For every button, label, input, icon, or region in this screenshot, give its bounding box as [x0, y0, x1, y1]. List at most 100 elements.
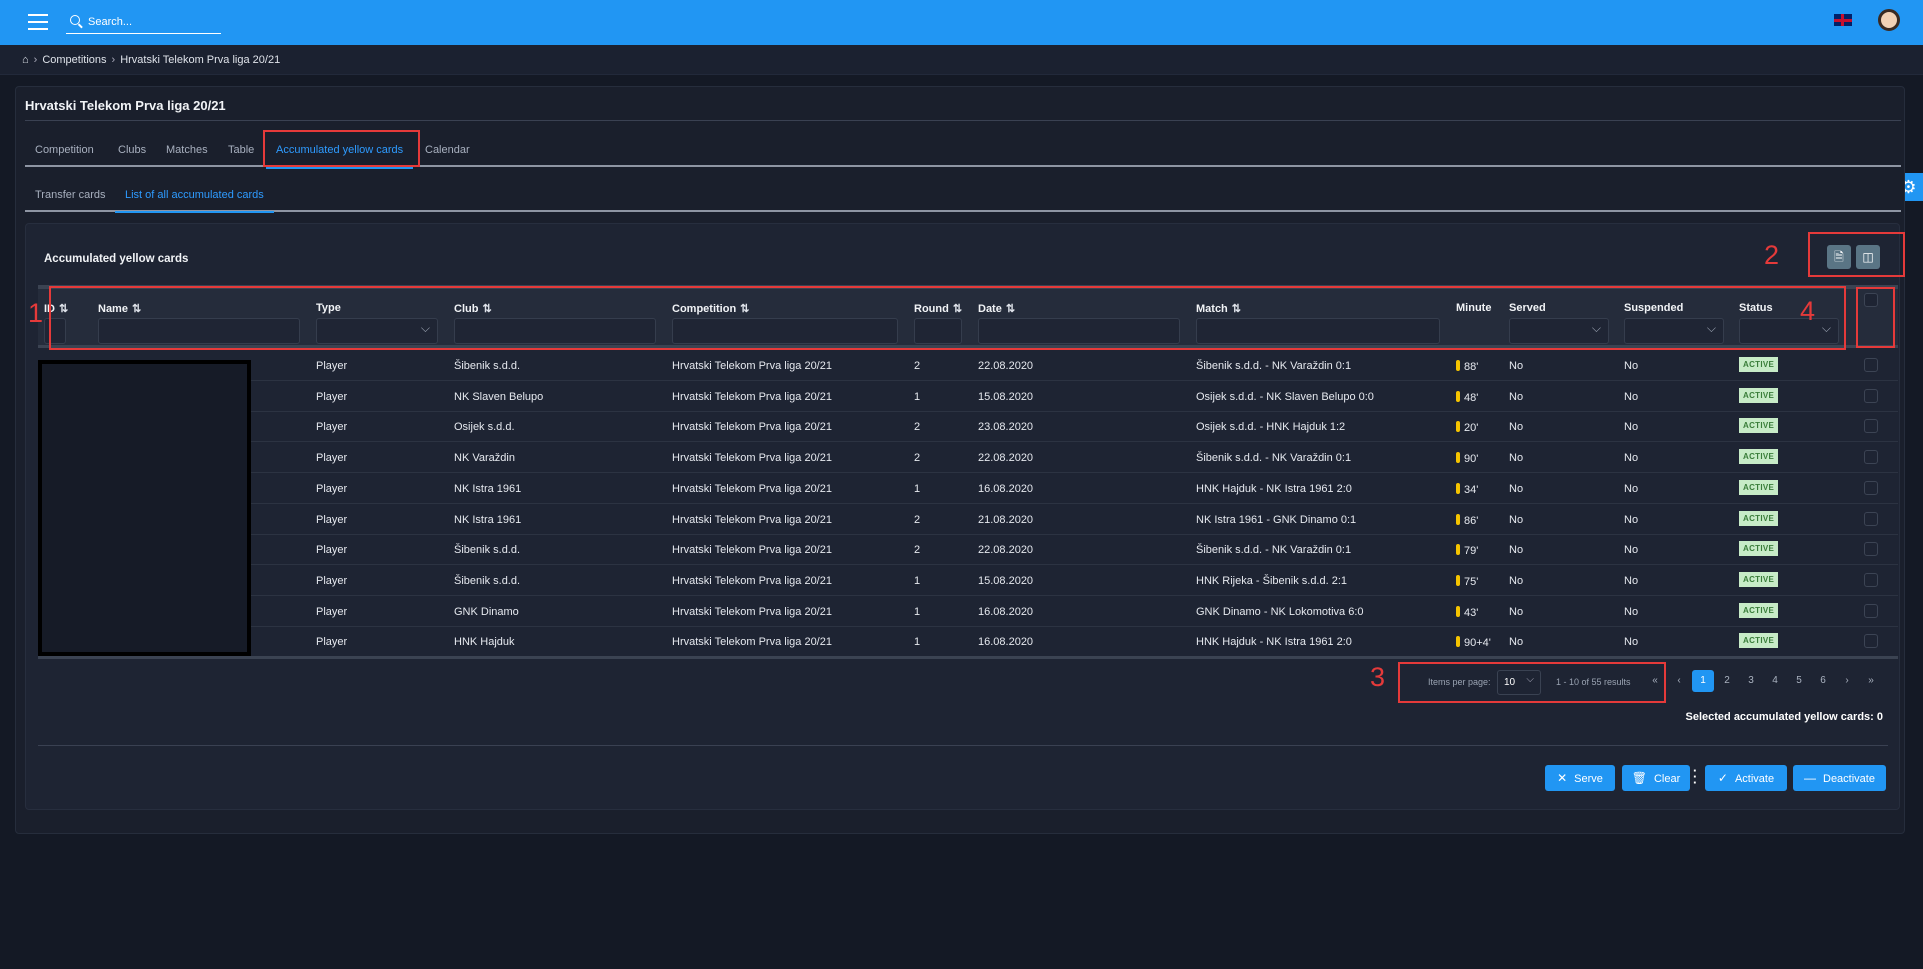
page-6[interactable]: 6 [1820, 675, 1826, 686]
cell-date: 22.08.2020 [978, 452, 1034, 465]
row-checkbox[interactable] [1864, 419, 1878, 434]
sort-icon: ⇅ [59, 303, 69, 315]
row-checkbox[interactable] [1864, 603, 1878, 618]
tab-clubs[interactable]: Clubs [118, 144, 147, 156]
cell-suspended: No [1624, 636, 1639, 649]
home-icon[interactable]: ⌂ [22, 54, 29, 66]
row-checkbox[interactable] [1864, 480, 1878, 495]
cell-suspended: No [1624, 360, 1639, 372]
col-competition[interactable]: Competition ⇅ [672, 303, 750, 315]
tab-accumulated-yellow-cards[interactable]: Accumulated yellow cards [265, 144, 414, 169]
row-checkbox[interactable] [1864, 542, 1878, 557]
cell-served: No [1509, 513, 1524, 526]
page-4[interactable]: 4 [1772, 675, 1778, 686]
next-page-button[interactable]: › [1845, 675, 1849, 686]
filter-date[interactable] [978, 318, 1180, 344]
uk-flag-icon[interactable] [1834, 14, 1852, 26]
yellow-card-icon [1456, 360, 1460, 371]
col-club[interactable]: Club ⇅ [454, 303, 492, 315]
cell-type: Player [316, 605, 348, 618]
row-checkbox[interactable] [1864, 388, 1878, 403]
breadcrumb-competitions[interactable]: Competitions [42, 54, 107, 66]
page-3[interactable]: 3 [1748, 675, 1754, 686]
annotation-box-1 [49, 286, 1846, 350]
divider [38, 745, 1888, 746]
section-title: Accumulated yellow cards [44, 253, 189, 265]
col-match[interactable]: Match ⇅ [1196, 303, 1241, 315]
cell-competition: Hrvatski Telekom Prva liga 20/21 [672, 390, 832, 403]
search-input[interactable]: Search... [66, 10, 221, 34]
tab-matches[interactable]: Matches [166, 144, 208, 156]
yellow-card-icon [1456, 636, 1460, 648]
items-per-page-select[interactable]: 10 [1497, 670, 1541, 695]
cell-suspended: No [1624, 421, 1639, 434]
activate-button[interactable]: ✓ Activate [1705, 765, 1787, 791]
page-1[interactable]: 1 [1692, 670, 1714, 692]
table-row: Player Šibenik s.d.d. Hrvatski Telekom Prv… [38, 565, 1898, 596]
tab-competition[interactable]: Competition [35, 144, 94, 156]
annotation-number-3: 3 [1370, 662, 1386, 692]
filter-match[interactable] [1196, 318, 1440, 344]
subtab-list-of-all-accumulated-cards[interactable]: List of all accumulated cards [115, 189, 274, 213]
cell-served: No [1509, 636, 1524, 649]
cell-served: No [1509, 605, 1524, 618]
minus-icon: — [1804, 771, 1816, 785]
filter-competition[interactable] [672, 318, 898, 344]
serve-button[interactable]: ✕ Serve [1545, 765, 1615, 791]
subtab-transfer-cards[interactable]: Transfer cards [35, 189, 106, 201]
col-round[interactable]: Round ⇅ [914, 303, 963, 315]
filter-name[interactable] [98, 318, 300, 344]
cell-club: Šibenik s.d.d. [454, 544, 521, 557]
col-name[interactable]: Name ⇅ [98, 303, 142, 315]
col-suspended: Suspended [1624, 302, 1684, 314]
yellow-card-icon [1456, 574, 1460, 586]
cell-suspended: No [1624, 452, 1639, 465]
filter-served-select[interactable] [1509, 318, 1609, 344]
x-icon: ✕ [1557, 771, 1568, 785]
results-range: 1 - 10 of 55 results [1556, 677, 1631, 687]
hamburger-menu-icon[interactable] [28, 14, 48, 30]
cell-club: Šibenik s.d.d. [454, 360, 521, 372]
last-page-button[interactable]: » [1868, 675, 1874, 686]
clear-button[interactable]: 🗑 Clear [1622, 765, 1690, 791]
cell-served: No [1509, 421, 1524, 434]
col-served: Served [1509, 302, 1546, 314]
filter-round[interactable] [914, 318, 962, 344]
filter-suspended-select[interactable] [1624, 318, 1724, 344]
cell-club: Osijek s.d.d. [454, 421, 515, 434]
columns-icon[interactable]: ◫ [1856, 245, 1880, 269]
selected-count: Selected accumulated yellow cards: 0 [1685, 711, 1883, 723]
filter-status-select[interactable] [1739, 318, 1839, 344]
trash-icon: 🗑 [1631, 771, 1647, 785]
prev-page-button[interactable]: ‹ [1677, 675, 1681, 686]
excel-export-icon[interactable]: 🗎 [1827, 245, 1851, 269]
col-date[interactable]: Date ⇅ [978, 303, 1016, 315]
filter-club[interactable] [454, 318, 656, 344]
deactivate-button[interactable]: — Deactivate [1793, 765, 1886, 791]
more-options-icon[interactable]: · · · [1693, 763, 1698, 790]
filter-type-select[interactable] [316, 318, 438, 344]
cell-date: 21.08.2020 [978, 513, 1034, 526]
select-all-checkbox[interactable] [1864, 293, 1878, 307]
first-page-button[interactable]: « [1652, 675, 1658, 686]
annotation-box-2 [1808, 232, 1905, 277]
page-2[interactable]: 2 [1724, 675, 1730, 686]
row-checkbox[interactable] [1864, 511, 1878, 526]
cell-suspended: No [1624, 482, 1639, 495]
avatar[interactable] [1878, 9, 1900, 31]
row-checkbox[interactable] [1864, 634, 1878, 649]
cell-round: 1 [914, 574, 921, 587]
cell-type: Player [316, 390, 348, 403]
tab-table[interactable]: Table [228, 144, 255, 156]
cell-type: Player [316, 421, 348, 434]
tab-calendar[interactable]: Calendar [425, 144, 470, 156]
row-checkbox[interactable] [1864, 572, 1878, 587]
row-checkbox[interactable] [1864, 358, 1878, 372]
cell-type: Player [316, 544, 348, 557]
row-checkbox[interactable] [1864, 450, 1878, 465]
cell-match: Šibenik s.d.d. - NK Varaždin 0:1 [1196, 544, 1352, 557]
cell-club: GNK Dinamo [454, 605, 519, 618]
sort-icon: ⇅ [740, 303, 750, 315]
page-5[interactable]: 5 [1796, 675, 1802, 686]
divider [25, 120, 1901, 121]
